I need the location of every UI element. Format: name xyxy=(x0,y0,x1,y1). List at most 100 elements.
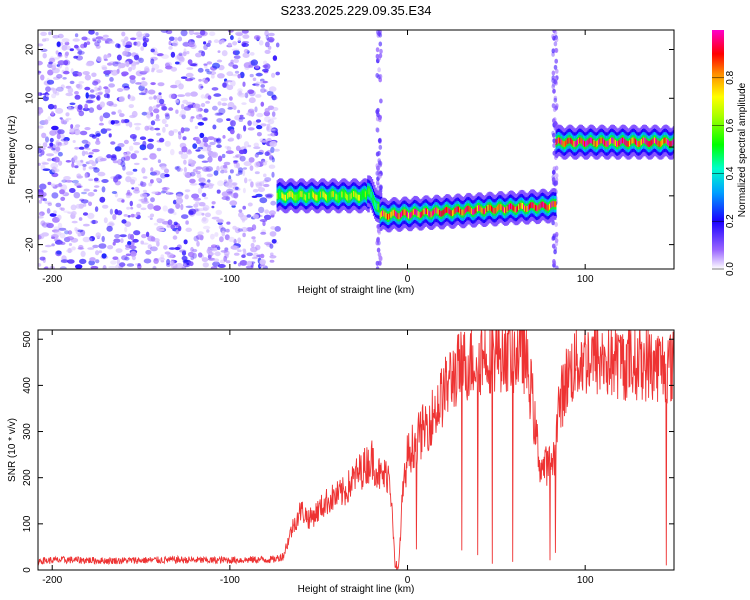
noise-blob xyxy=(42,52,47,59)
noise-blob xyxy=(214,232,219,237)
noise-blob xyxy=(153,222,159,226)
noise-blob xyxy=(237,237,242,244)
noise-blob xyxy=(221,153,226,159)
noise-blob xyxy=(186,50,190,55)
noise-blob xyxy=(192,248,198,253)
noise-blob xyxy=(52,216,60,223)
noise-blob xyxy=(84,127,91,131)
noise-blob xyxy=(179,113,184,117)
noise-blob xyxy=(63,210,70,213)
noise-blob xyxy=(85,62,94,67)
noise-blob xyxy=(233,160,239,163)
noise-blob xyxy=(134,186,140,192)
noise-blob xyxy=(233,55,241,59)
noise-blob xyxy=(264,107,270,113)
noise-blob xyxy=(102,112,111,119)
noise-blob xyxy=(238,209,243,213)
noise-blob xyxy=(63,139,69,145)
noise-blob xyxy=(121,219,127,224)
streak-blob xyxy=(554,241,559,247)
streak-blob xyxy=(551,34,555,39)
noise-blob xyxy=(125,244,132,248)
noise-blob xyxy=(197,146,204,150)
noise-blob xyxy=(44,37,50,42)
noise-blob xyxy=(161,106,168,111)
noise-blob xyxy=(249,73,254,78)
noise-blob xyxy=(53,210,57,214)
noise-blob xyxy=(231,48,240,52)
noise-blob xyxy=(90,220,99,224)
x-tick-label: -200 xyxy=(42,274,62,285)
noise-blob xyxy=(58,160,63,166)
noise-blob xyxy=(69,80,75,85)
noise-blob xyxy=(75,203,83,209)
noise-blob xyxy=(210,244,218,248)
noise-blob xyxy=(255,94,262,98)
noise-blob xyxy=(109,77,114,82)
noise-blob xyxy=(95,140,101,145)
noise-blob xyxy=(176,167,183,172)
noise-blob xyxy=(120,161,126,167)
noise-blob xyxy=(88,237,93,242)
noise-blob xyxy=(104,40,109,44)
noise-blob xyxy=(273,131,278,136)
noise-blob xyxy=(160,172,167,179)
noise-blob xyxy=(180,127,185,134)
noise-blob xyxy=(57,53,63,58)
noise-blob xyxy=(200,85,204,89)
noise-blob xyxy=(268,32,275,37)
noise-blob xyxy=(189,117,194,123)
spectrogram-x-label: Height of straight line (km) xyxy=(298,285,415,296)
noise-blob xyxy=(147,215,154,218)
noise-blob xyxy=(223,164,228,169)
noise-blob xyxy=(156,69,164,73)
noise-blob xyxy=(155,114,160,120)
noise-blob xyxy=(57,151,63,157)
noise-blob xyxy=(181,266,186,269)
noise-blob xyxy=(99,115,104,122)
noise-blob xyxy=(183,159,187,165)
noise-blob xyxy=(222,82,227,88)
noise-blob xyxy=(131,64,136,70)
noise-blob xyxy=(117,175,123,179)
noise-blob xyxy=(40,74,45,81)
noise-blob xyxy=(76,160,84,167)
noise-blob xyxy=(73,155,78,160)
noise-blob xyxy=(254,106,258,113)
noise-blob xyxy=(158,137,165,143)
noise-blob xyxy=(226,71,234,77)
noise-blob xyxy=(174,37,179,41)
noise-blob xyxy=(143,258,152,264)
noise-blob xyxy=(178,52,183,56)
noise-blob xyxy=(87,247,95,250)
noise-blob xyxy=(74,146,80,150)
noise-blob xyxy=(161,220,170,225)
noise-blob xyxy=(135,263,139,266)
streak-blob xyxy=(375,266,380,269)
noise-blob xyxy=(183,263,187,266)
noise-blob xyxy=(260,231,267,235)
noise-blob xyxy=(136,36,144,40)
noise-blob xyxy=(60,207,65,211)
noise-blob xyxy=(67,87,74,94)
noise-blob xyxy=(51,192,59,199)
noise-blob xyxy=(88,151,94,155)
noise-blob xyxy=(206,71,212,75)
noise-blob xyxy=(229,169,234,174)
noise-blob xyxy=(242,232,246,238)
noise-blob xyxy=(51,229,60,233)
noise-blob xyxy=(95,92,103,96)
noise-blob xyxy=(47,181,52,186)
noise-blob xyxy=(265,194,273,199)
spectrogram-y-axis: -20 -10 0 10 20 xyxy=(25,44,674,252)
noise-blob xyxy=(64,119,69,123)
noise-blob xyxy=(96,56,102,62)
noise-blob xyxy=(150,171,157,176)
noise-blob xyxy=(248,108,255,114)
noise-blob xyxy=(51,67,60,74)
noise-blob xyxy=(123,139,129,145)
noise-blob xyxy=(49,130,57,136)
noise-blob xyxy=(46,79,55,85)
noise-blob xyxy=(101,186,106,193)
noise-blob xyxy=(125,194,131,199)
